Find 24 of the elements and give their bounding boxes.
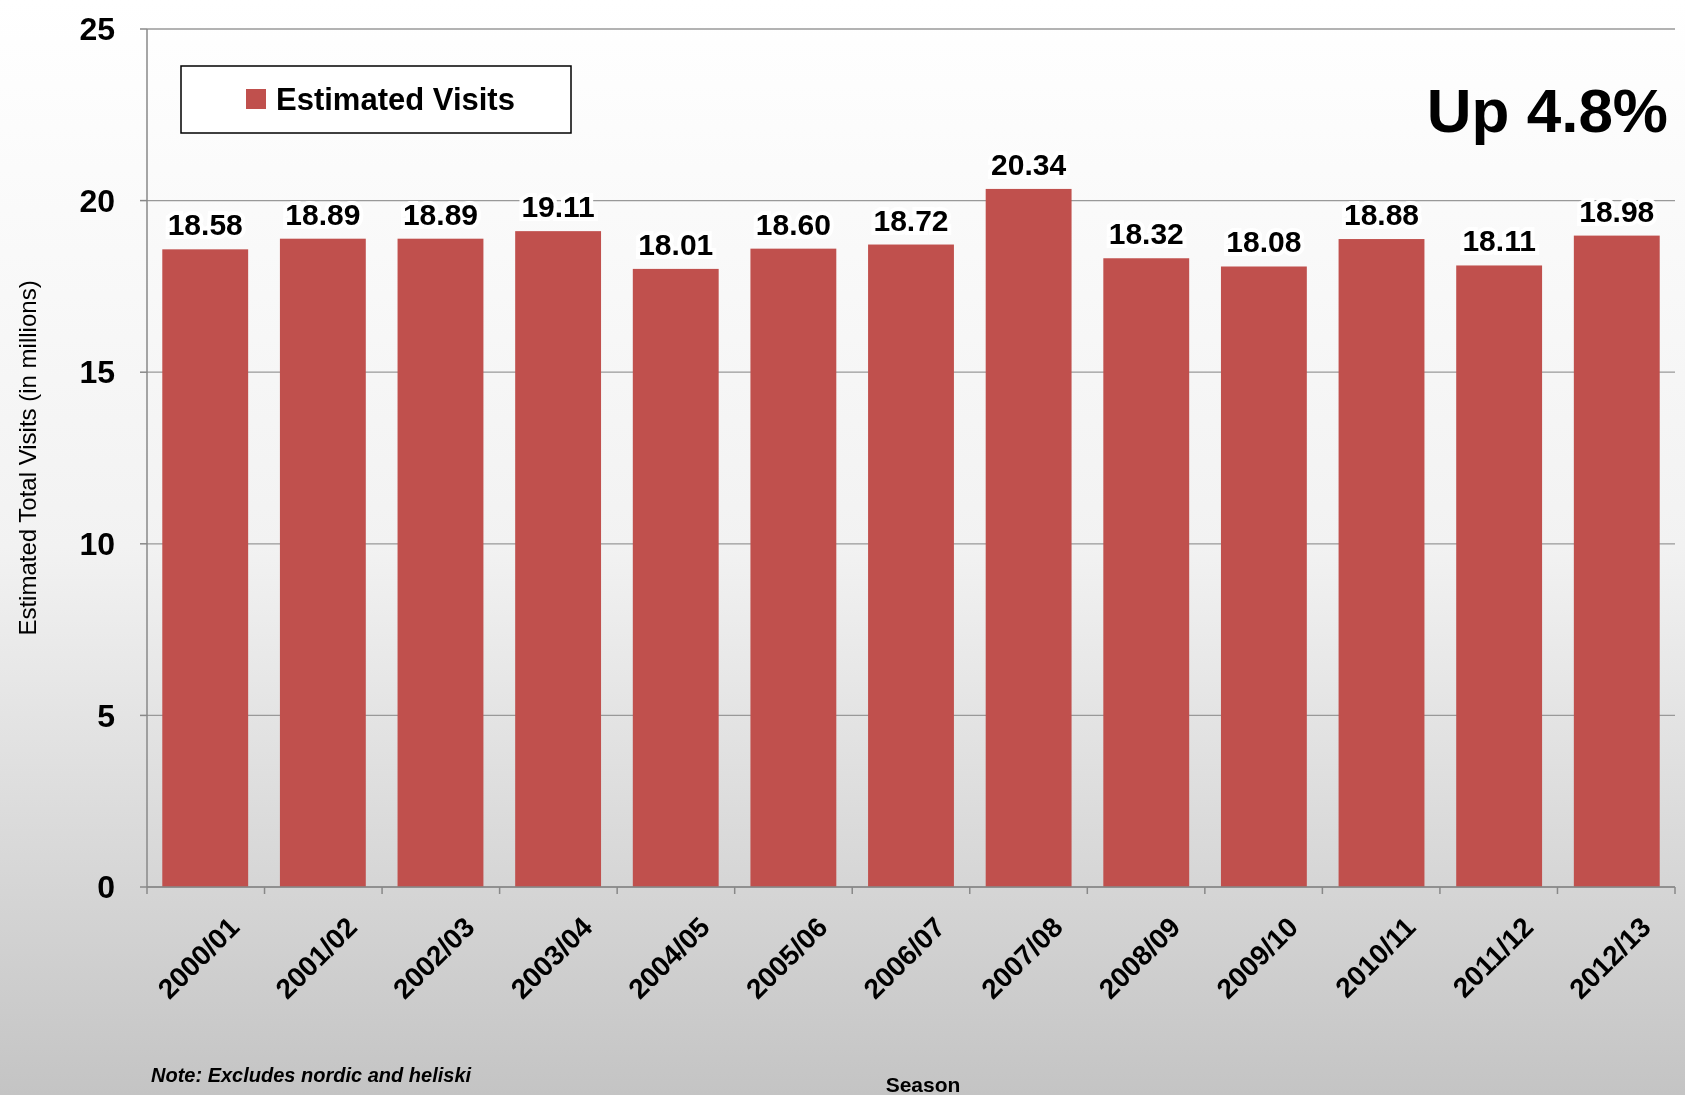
text: 18.88 (1343, 198, 1420, 232)
text: 18.01 (638, 227, 714, 261)
y-tick-label: 15 (79, 354, 115, 391)
y-tick-label: 5 (97, 697, 115, 734)
text: 18.60 (755, 207, 831, 241)
text: 18.08 (1226, 225, 1302, 259)
text: 18.89 (285, 197, 361, 231)
y-tick-label: 25 (79, 11, 115, 48)
y-axis-title: Estimated Total Visits (in millions) (14, 280, 41, 636)
y-tick-label: 10 (79, 526, 115, 562)
text: 18.72 (873, 203, 949, 237)
text: 18.58 (167, 208, 243, 242)
annotation: Up 4.8% (1426, 76, 1668, 145)
text: 20.34 (991, 147, 1067, 181)
text: 19.11 (521, 190, 595, 224)
y-tick-label: 20 (79, 182, 115, 219)
text: 18.32 (1108, 217, 1184, 251)
x-axis-title: Season (885, 1073, 961, 1095)
text: 18.11 (1462, 224, 1536, 258)
text: 18.89 (402, 197, 479, 231)
legend-label: Estimated Visits (276, 81, 515, 117)
text: 18.98 (1579, 194, 1655, 228)
y-tick-label: 0 (97, 869, 115, 906)
text: Note: Excludes nordic and heliski (151, 1064, 472, 1086)
